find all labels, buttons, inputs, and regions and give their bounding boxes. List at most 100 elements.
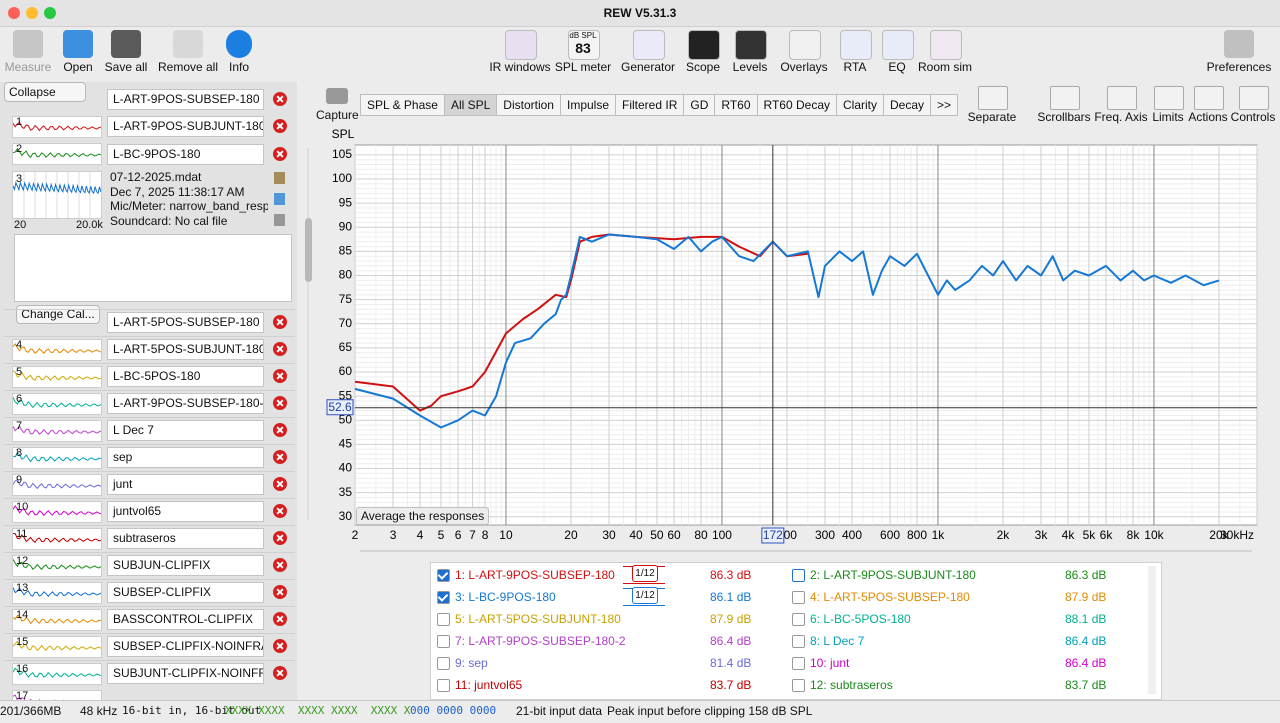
legend-checkbox[interactable] [792, 657, 805, 670]
legend-label[interactable]: 4: L-ART-5POS-SUBSEP-180 [810, 590, 970, 604]
remove-measurement[interactable] [273, 531, 287, 545]
measurement-name[interactable]: sep [107, 447, 264, 468]
toolbar-label[interactable]: Generator [620, 60, 676, 74]
toolbar-icon[interactable] [173, 30, 203, 58]
graph-control-icon[interactable] [1107, 86, 1137, 110]
toolbar-label[interactable]: Remove all [157, 60, 219, 74]
toolbar-icon[interactable] [63, 30, 93, 58]
toolbar-label[interactable]: Save all [104, 60, 148, 74]
remove-measurement[interactable] [273, 558, 287, 572]
smoothing-box[interactable]: 1/12 [632, 587, 658, 604]
graph-control-label[interactable]: Freq. Axis [1094, 110, 1148, 124]
remove-measurement[interactable] [273, 423, 287, 437]
remove-measurement[interactable] [273, 585, 287, 599]
window-button[interactable] [8, 7, 20, 19]
measurement-name[interactable]: BASSCONTROL-CLIPFIX [107, 609, 264, 630]
graph-control-icon[interactable] [1194, 86, 1224, 110]
legend-checkbox[interactable] [437, 679, 450, 692]
toolbar-label[interactable]: Overlays [780, 60, 828, 74]
remove-measurement[interactable] [273, 396, 287, 410]
tab[interactable]: All SPL [443, 94, 498, 116]
toolbar-icon[interactable] [505, 30, 537, 60]
toolbar-label[interactable]: Preferences [1206, 60, 1272, 74]
capture-icon[interactable] [326, 88, 348, 104]
remove-measurement[interactable] [273, 504, 287, 518]
measurement-name[interactable]: L-BC-9POS-180 [107, 144, 264, 165]
tab[interactable]: RT60 Decay [756, 94, 837, 116]
measurement-info-icon[interactable] [274, 172, 285, 184]
toolbar-label[interactable]: Scope [685, 60, 721, 74]
legend-checkbox[interactable] [792, 635, 805, 648]
toolbar-label[interactable]: IR windows [489, 60, 551, 74]
tab[interactable]: Impulse [559, 94, 617, 116]
remove-measurement[interactable] [273, 342, 287, 356]
toolbar-icon[interactable] [13, 30, 43, 58]
measurement-name[interactable]: junt [107, 474, 264, 495]
window-button[interactable] [26, 7, 38, 19]
legend-label[interactable]: 3: L-BC-9POS-180 [455, 590, 556, 604]
measurement-name[interactable]: SUBSEP-CLIPFIX [107, 582, 264, 603]
legend-checkbox[interactable] [437, 635, 450, 648]
graph-control-label[interactable]: Controls [1230, 110, 1276, 124]
measurement-name[interactable]: L Dec 7 [107, 420, 264, 441]
remove-measurement[interactable] [273, 315, 287, 329]
legend-checkbox[interactable] [437, 569, 450, 582]
measurement-name[interactable]: SUBJUN-CLIPFIX [107, 555, 264, 576]
measurement-name[interactable]: SUBSEP-CLIPFIX-NOINFRA [107, 636, 264, 657]
toolbar-label[interactable]: Room sim [917, 60, 972, 74]
graph-control-label[interactable]: Limits [1152, 110, 1184, 124]
legend-label[interactable]: 10: junt [810, 656, 850, 670]
remove-measurement[interactable] [273, 477, 287, 491]
measurement-name[interactable]: L-ART-9POS-SUBJUNT-180 [107, 116, 264, 137]
legend-label[interactable]: 11: juntvol65 [455, 678, 523, 692]
graph-control-icon[interactable] [1239, 86, 1269, 110]
toolbar-label[interactable]: RTA [843, 60, 867, 74]
remove-measurement[interactable] [273, 369, 287, 383]
remove-measurement[interactable] [273, 639, 287, 653]
toolbar-icon[interactable] [688, 30, 720, 60]
legend-checkbox[interactable] [792, 679, 805, 692]
tab[interactable]: SPL & Phase [360, 94, 445, 116]
tab[interactable]: Clarity [836, 94, 885, 116]
toolbar-icon[interactable] [789, 30, 821, 60]
capture-button[interactable]: Capture [316, 108, 359, 122]
toolbar-label[interactable]: Levels [732, 60, 768, 74]
legend-label[interactable]: 7: L-ART-9POS-SUBSEP-180-2 [455, 634, 626, 648]
toolbar-icon[interactable] [1224, 30, 1254, 58]
remove-measurement[interactable] [273, 666, 287, 680]
graph-control-label[interactable]: Separate [967, 110, 1017, 124]
collapse-button[interactable]: Collapse [4, 82, 86, 102]
sidebar-scrollbar[interactable] [305, 218, 312, 282]
measurement-name[interactable]: juntvol65 [107, 501, 264, 522]
toolbar-label[interactable]: Info [228, 60, 249, 74]
remove-measurement[interactable] [273, 612, 287, 626]
tab[interactable]: GD [683, 94, 716, 116]
average-button[interactable]: Average the responses [356, 507, 490, 525]
measurement-name[interactable]: subtraseros [107, 528, 264, 549]
legend-label[interactable]: 8: L Dec 7 [810, 634, 865, 648]
legend-label[interactable]: 5: L-ART-5POS-SUBJUNT-180 [455, 612, 621, 626]
legend-checkbox[interactable] [437, 657, 450, 670]
legend-checkbox[interactable] [437, 613, 450, 626]
remove-measurement[interactable] [273, 92, 287, 106]
remove-measurement[interactable] [273, 119, 287, 133]
toolbar-label[interactable]: SPL meter [554, 60, 612, 74]
legend-checkbox[interactable] [792, 569, 805, 582]
measurement-info-icon[interactable] [274, 214, 285, 226]
toolbar-label[interactable]: Measure [4, 60, 52, 74]
measurement-name[interactable]: L-BC-5POS-180 [107, 366, 264, 387]
toolbar-icon[interactable] [930, 30, 962, 60]
window-button[interactable] [44, 7, 56, 19]
toolbar-label[interactable]: EQ [888, 60, 906, 74]
tab[interactable]: Distortion [496, 94, 561, 116]
notes-box[interactable] [14, 234, 292, 302]
measurement-name[interactable]: SUBJUNT-CLIPFIX-NOINFRA [107, 663, 264, 684]
toolbar-icon[interactable] [568, 30, 600, 60]
smoothing-box[interactable]: 1/12 [632, 565, 658, 582]
toolbar-icon[interactable] [840, 30, 872, 60]
toolbar-icon[interactable] [111, 30, 141, 58]
legend-label[interactable]: 9: sep [455, 656, 488, 670]
remove-measurement[interactable] [273, 450, 287, 464]
graph-control-label[interactable]: Scrollbars [1037, 110, 1091, 124]
legend-checkbox[interactable] [437, 591, 450, 604]
